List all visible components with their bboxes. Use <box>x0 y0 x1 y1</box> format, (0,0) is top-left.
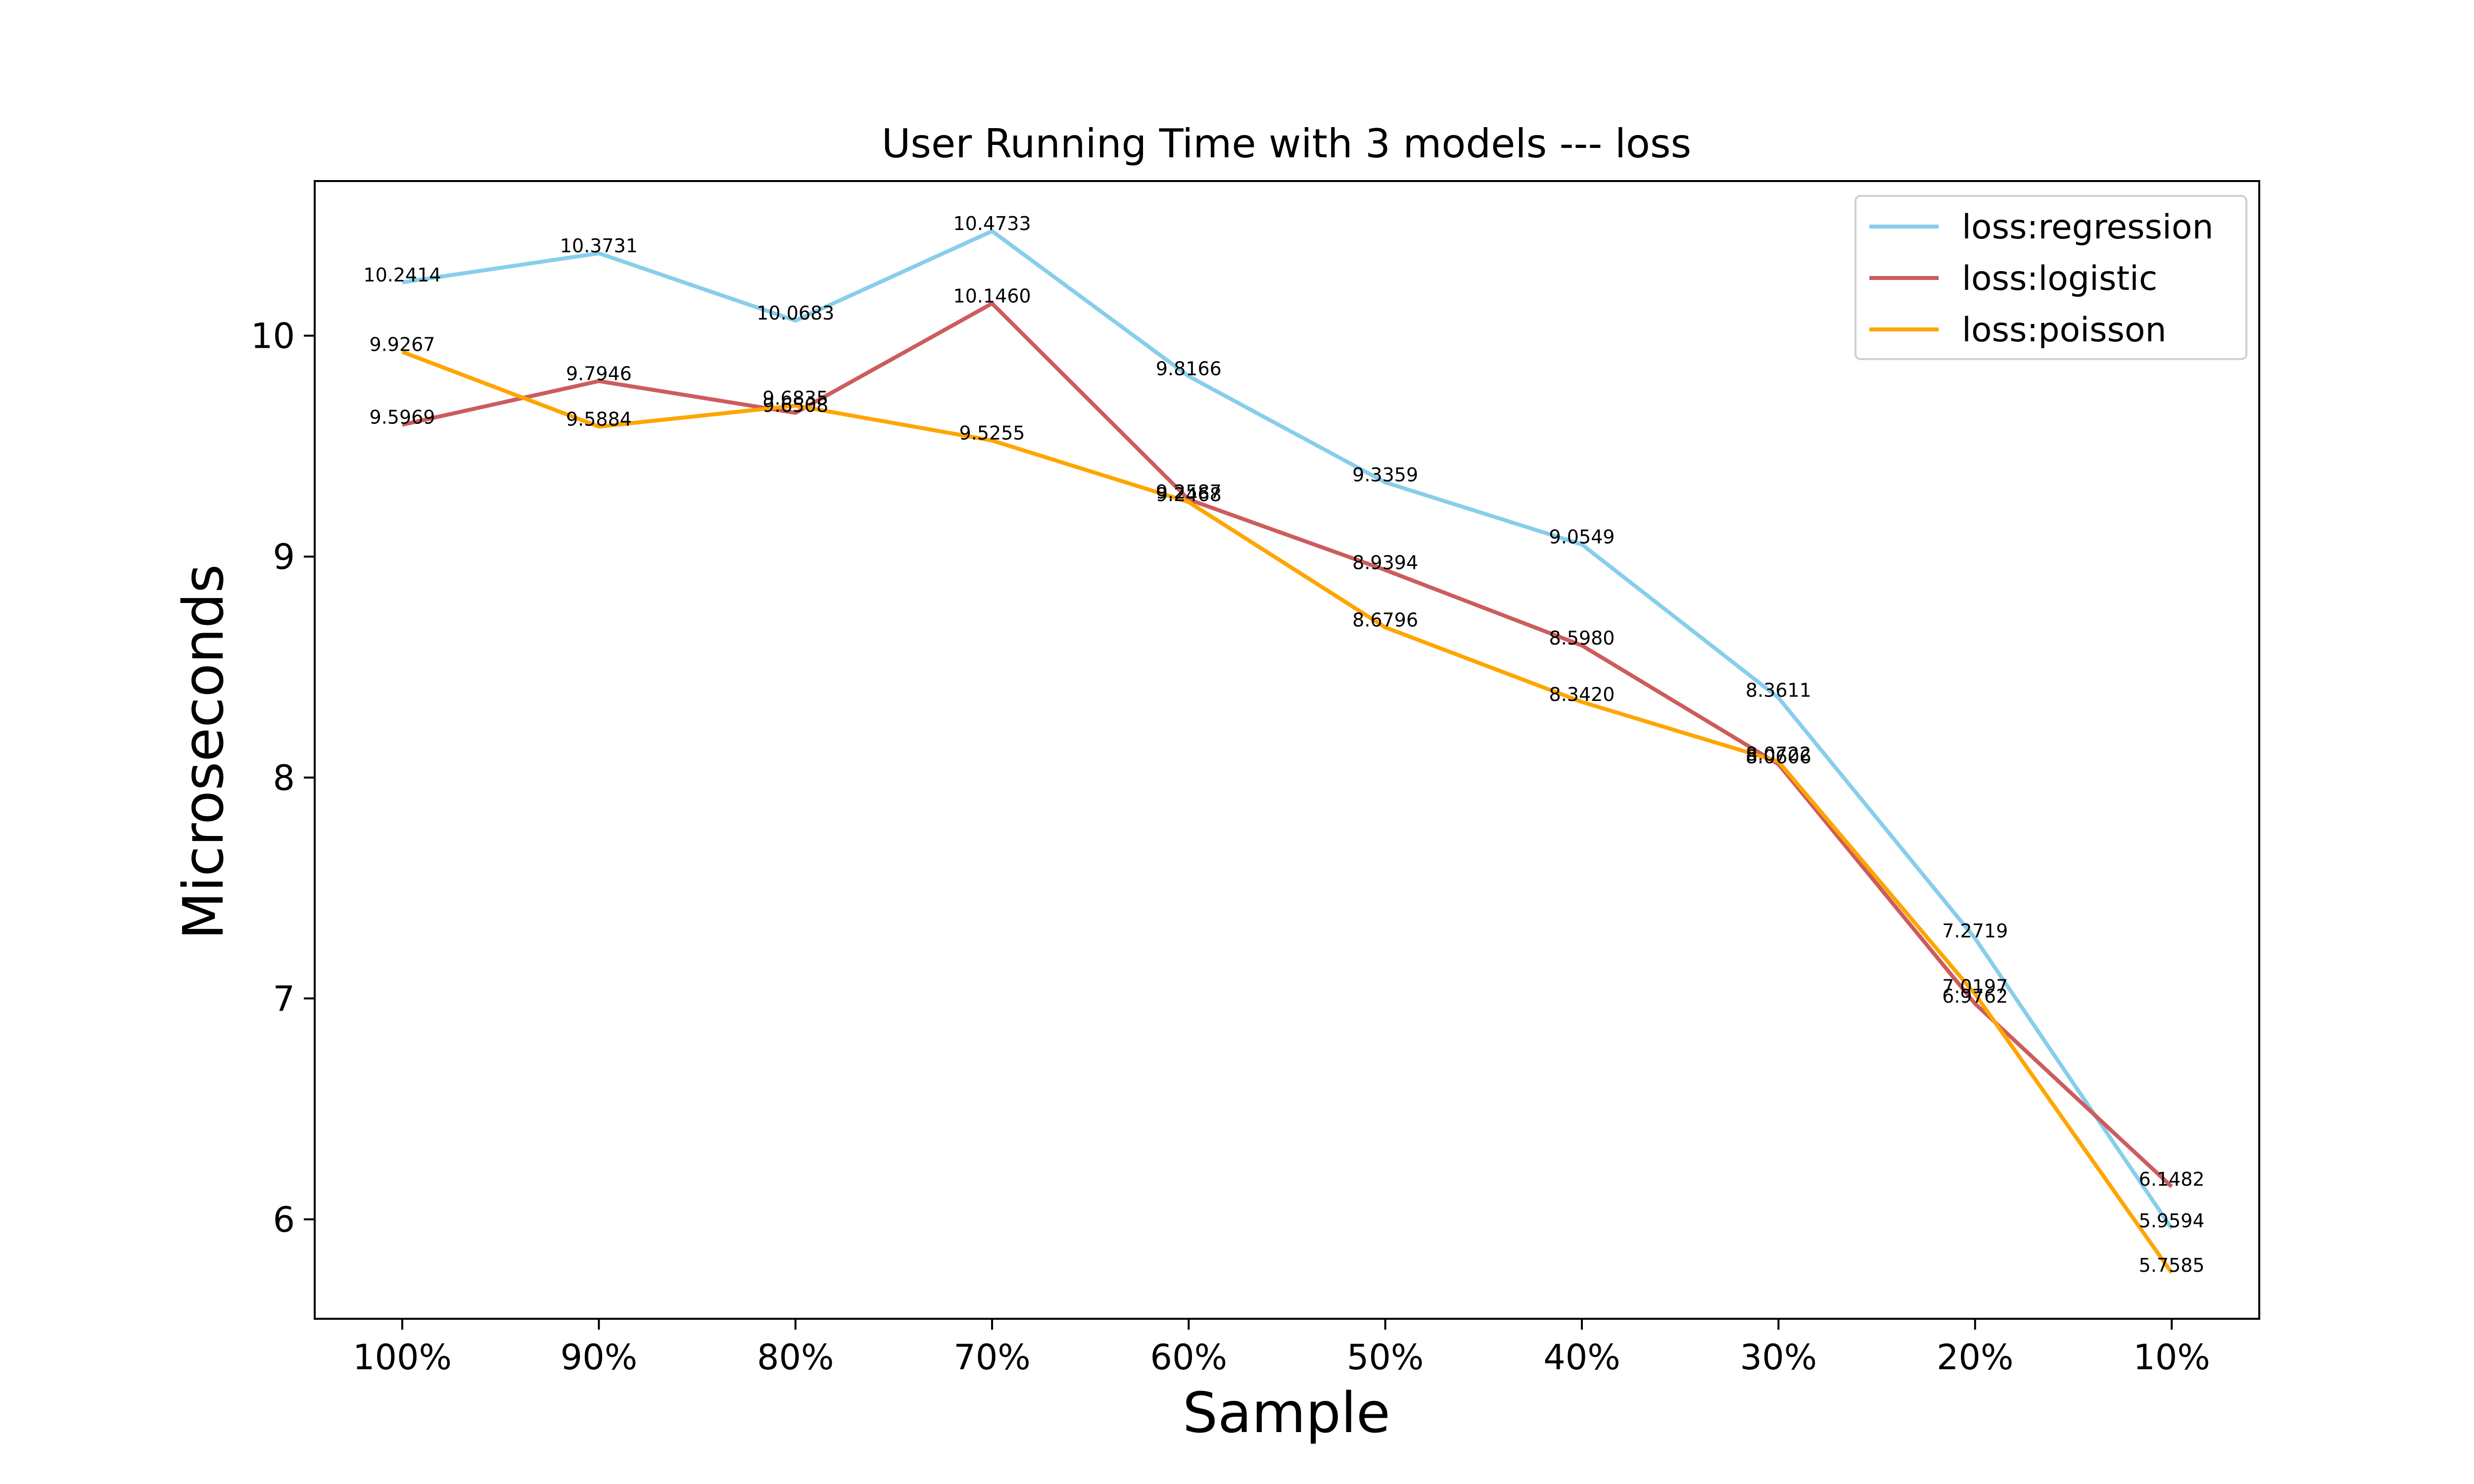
data-label: 8.0606 <box>1746 746 1811 768</box>
x-tick-label: 30% <box>1740 1337 1817 1378</box>
data-label: 8.5980 <box>1549 627 1615 649</box>
data-label: 5.7585 <box>2139 1254 2205 1276</box>
data-label: 9.2587 <box>1156 481 1222 503</box>
x-axis-label: Sample <box>1183 1381 1390 1445</box>
x-tick-label: 70% <box>953 1337 1031 1378</box>
y-tick-label: 10 <box>251 316 295 357</box>
plot-area: 100% 90% 80% 70% 60% 50% 40% 30% 20% 10% 6 7 8 9 10 10.… <box>251 180 2260 1378</box>
data-label: 9.5969 <box>370 407 435 428</box>
series-line-loss-poisson <box>401 350 2174 1274</box>
x-tick-label: 90% <box>561 1337 638 1378</box>
data-label: 7.2719 <box>1942 920 2008 942</box>
series-line-loss-logistic <box>402 301 2173 1188</box>
data-label: 8.3420 <box>1549 684 1615 705</box>
data-label: 6.1482 <box>2139 1168 2205 1190</box>
y-tick-label: 6 <box>273 1200 295 1240</box>
y-tick-label: 7 <box>273 978 295 1019</box>
data-label: 5.9594 <box>2139 1210 2205 1232</box>
data-label: 9.0549 <box>1549 526 1615 548</box>
x-tick-label: 80% <box>757 1337 834 1378</box>
y-tick-label: 8 <box>273 758 295 798</box>
y-tick-label: 9 <box>273 537 295 577</box>
data-label: 9.2468 <box>1156 484 1222 506</box>
x-tick-label: 10% <box>2133 1337 2210 1378</box>
data-label: 8.3611 <box>1746 680 1811 701</box>
data-label: 10.4733 <box>953 213 1031 234</box>
data-label: 9.5255 <box>959 422 1025 444</box>
chart-title: User Running Time with 3 models --- loss <box>882 121 1691 167</box>
x-tick-label: 60% <box>1150 1337 1228 1378</box>
data-label: 10.0683 <box>757 302 834 324</box>
data-label: 6.9762 <box>1942 985 2008 1007</box>
series-line-loss-regression <box>402 229 2174 1230</box>
data-label: 9.6508 <box>762 395 828 417</box>
data-label: 9.3359 <box>1352 464 1418 486</box>
data-label: 9.6835 <box>762 387 828 409</box>
legend-entry: loss:logistic <box>1962 259 2157 298</box>
x-tick-label: 40% <box>1543 1337 1620 1378</box>
legend: loss:regression loss:logistic loss:poisson <box>1855 195 2247 360</box>
data-label: 10.2414 <box>363 264 441 286</box>
data-label: 8.6796 <box>1352 609 1418 631</box>
data-label: 10.1460 <box>953 285 1031 307</box>
data-label: 9.9267 <box>370 333 435 355</box>
data-label: 10.3731 <box>560 235 638 257</box>
data-label: 8.0722 <box>1746 743 1811 765</box>
legend-box <box>1855 195 2247 360</box>
y-axis-label: Microseconds <box>172 564 236 939</box>
data-label: 7.0197 <box>1942 976 2008 998</box>
legend-entry: loss:regression <box>1962 208 2213 247</box>
x-tick-label: 100% <box>353 1337 452 1378</box>
data-label: 9.7946 <box>566 363 632 384</box>
plot-frame <box>314 180 2260 1320</box>
data-label: 9.5884 <box>566 408 632 430</box>
x-tick-label: 50% <box>1347 1337 1424 1378</box>
x-tick-label: 20% <box>1937 1337 2014 1378</box>
data-label: 9.8166 <box>1156 358 1222 380</box>
legend-entry: loss:poisson <box>1962 311 2166 350</box>
data-label: 8.9394 <box>1352 552 1418 573</box>
